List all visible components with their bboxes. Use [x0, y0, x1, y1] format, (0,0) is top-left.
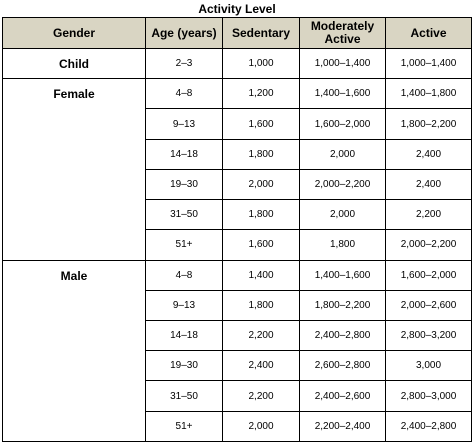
age-cell: 51+ [145, 410, 223, 443]
active-cell: 2,800–3,000 [385, 380, 472, 412]
sedentary-cell: 1,400 [222, 259, 300, 291]
gender-cell-female: Female [2, 78, 146, 261]
age-cell: 2–3 [145, 47, 223, 80]
sedentary-cell: 1,200 [222, 78, 300, 110]
age-cell: 9–13 [145, 108, 223, 140]
table-row: 31–50 1,800 2,000 2,200 [3, 199, 472, 231]
sedentary-cell: 2,200 [222, 319, 300, 352]
active-cell: 1,000–1,400 [385, 47, 472, 80]
sedentary-cell: 2,000 [222, 410, 300, 443]
age-cell: 14–18 [145, 138, 223, 170]
table-row: 51+ 1,600 1,800 2,000–2,200 [3, 229, 472, 261]
table-row: Child 2–3 1,000 1,000–1,400 1,000–1,400 [2, 47, 472, 80]
sedentary-cell: 1,600 [222, 229, 300, 261]
active-cell: 2,800–3,200 [385, 319, 472, 352]
active-cell: 1,600–2,000 [385, 259, 472, 291]
active-cell: 1,400–1,800 [385, 78, 472, 110]
moderate-cell: 2,000 [299, 199, 386, 231]
active-cell: 2,400 [385, 138, 472, 170]
header-active: Active [385, 17, 472, 49]
age-cell: 19–30 [145, 168, 223, 201]
age-cell: 4–8 [145, 259, 223, 291]
calorie-table: Gender Age (years) Sedentary Moderately … [2, 17, 472, 443]
active-cell: 2,200 [385, 199, 472, 231]
sedentary-cell: 2,400 [222, 350, 300, 382]
table-row: 9–13 1,800 1,800–2,200 2,000–2,600 [3, 289, 472, 321]
age-cell: 14–18 [145, 319, 223, 352]
moderate-cell: 1,800–2,200 [299, 289, 386, 321]
table-row: 31–50 2,200 2,400–2,600 2,800–3,000 [3, 380, 472, 412]
moderate-cell: 2,400–2,600 [299, 380, 386, 412]
gender-cell-male: Male [2, 259, 146, 443]
moderate-cell: 2,000–2,200 [299, 168, 386, 201]
moderate-cell: 2,400–2,800 [299, 319, 386, 352]
sedentary-cell: 1,000 [222, 47, 300, 80]
active-cell: 2,400 [385, 168, 472, 201]
header-row: Gender Age (years) Sedentary Moderately … [2, 17, 472, 49]
moderate-cell: 2,600–2,800 [299, 350, 386, 382]
table-row: Female 4–8 1,200 1,400–1,600 1,400–1,800 [2, 78, 472, 261]
moderate-cell: 1,000–1,400 [299, 47, 386, 80]
table-row: Male 4–8 1,400 1,400–1,600 1,600–2,000 [2, 259, 472, 443]
active-cell: 2,000–2,200 [385, 229, 472, 261]
gender-cell-child: Child [2, 47, 146, 80]
sedentary-cell: 1,800 [222, 199, 300, 231]
table-row: 19–30 2,000 2,000–2,200 2,400 [3, 168, 472, 201]
moderate-cell: 1,400–1,600 [299, 259, 386, 291]
moderate-cell: 1,800 [299, 229, 386, 261]
sedentary-cell: 2,200 [222, 380, 300, 412]
age-cell: 31–50 [145, 380, 223, 412]
active-cell: 2,400–2,800 [385, 410, 472, 443]
table-caption: Activity Level [198, 2, 276, 16]
age-cell: 19–30 [145, 350, 223, 382]
header-sedentary: Sedentary [222, 17, 300, 49]
age-cell: 4–8 [145, 78, 223, 110]
sedentary-cell: 1,600 [222, 108, 300, 140]
moderate-cell: 1,400–1,600 [299, 78, 386, 110]
sedentary-cell: 1,800 [222, 138, 300, 170]
active-cell: 2,000–2,600 [385, 289, 472, 321]
header-gender: Gender [2, 17, 146, 49]
table-row: 51+ 2,000 2,200–2,400 2,400–2,800 [3, 410, 472, 443]
moderate-cell: 2,000 [299, 138, 386, 170]
sedentary-cell: 1,800 [222, 289, 300, 321]
sedentary-cell: 2,000 [222, 168, 300, 201]
moderate-cell: 2,200–2,400 [299, 410, 386, 443]
age-cell: 31–50 [145, 199, 223, 231]
active-cell: 3,000 [385, 350, 472, 382]
moderate-cell: 1,600–2,000 [299, 108, 386, 140]
age-cell: 51+ [145, 229, 223, 261]
active-cell: 1,800–2,200 [385, 108, 472, 140]
header-age: Age (years) [145, 17, 223, 49]
age-cell: 9–13 [145, 289, 223, 321]
header-moderately-active: Moderately Active [299, 17, 386, 49]
table-row: 14–18 2,200 2,400–2,800 2,800–3,200 [3, 319, 472, 352]
table-row: 9–13 1,600 1,600–2,000 1,800–2,200 [3, 108, 472, 140]
